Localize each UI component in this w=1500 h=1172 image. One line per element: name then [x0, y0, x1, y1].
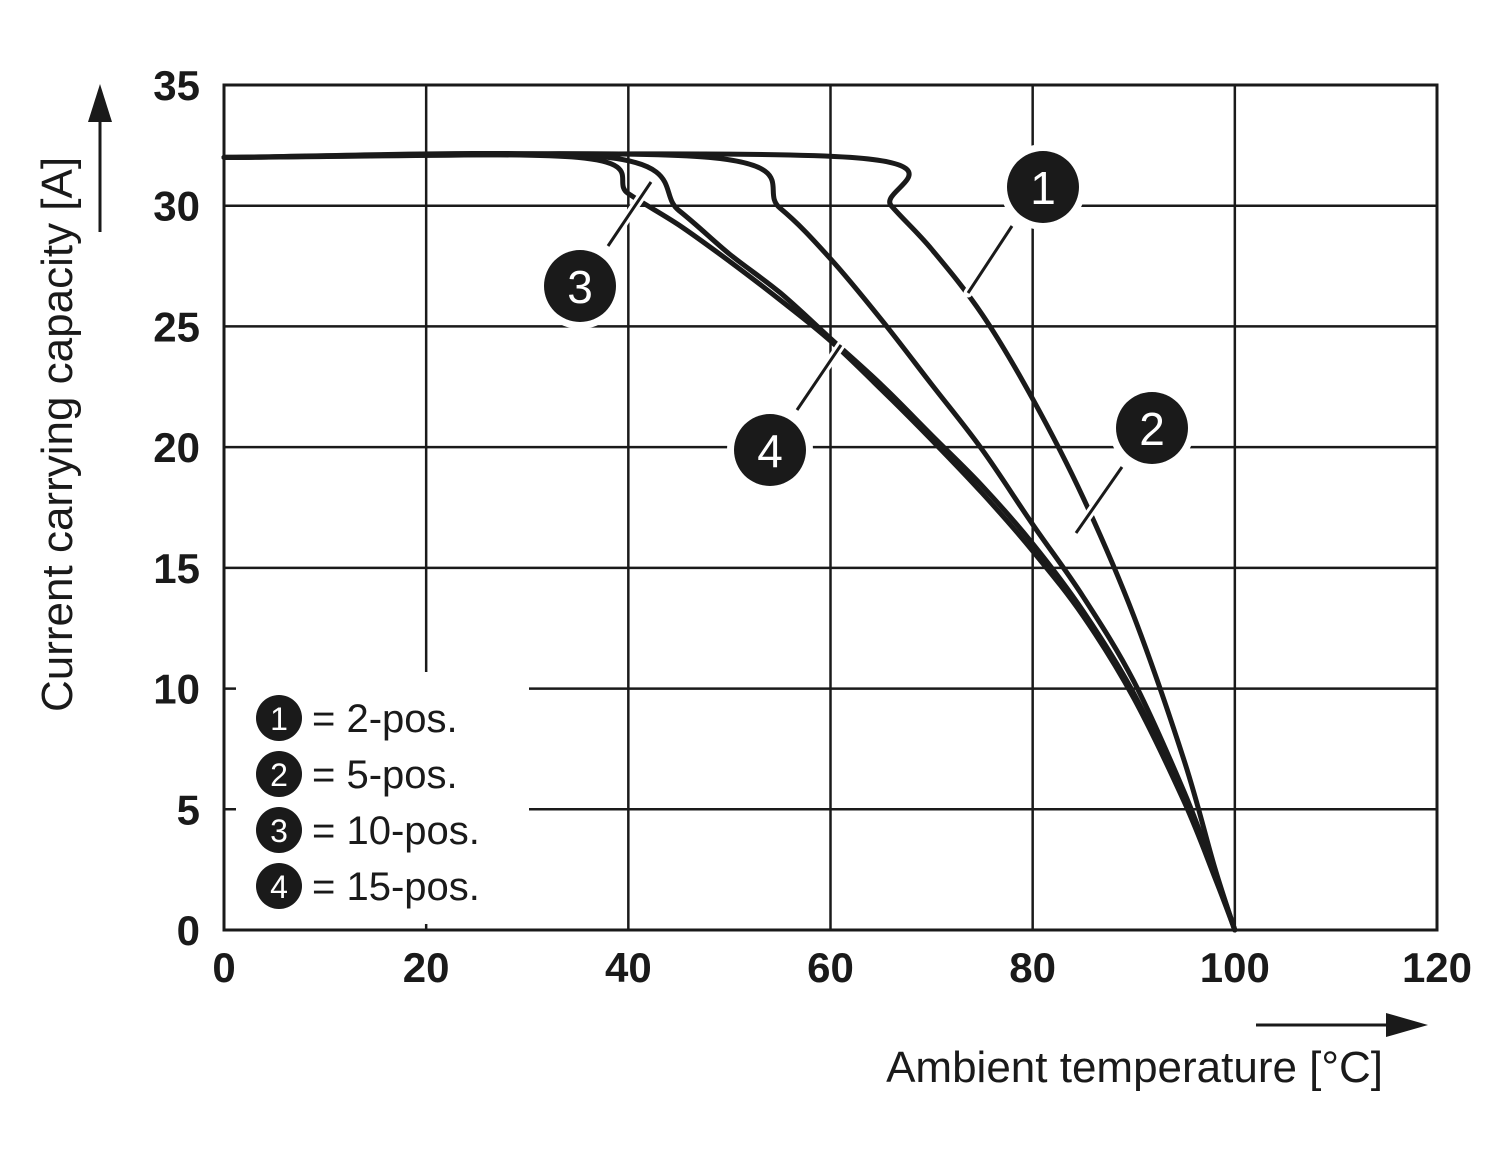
plot-frame	[222, 83, 1439, 932]
x-axis-arrow-head	[1386, 1013, 1428, 1037]
callout-number: 4	[757, 425, 783, 477]
legend-marker-number: 2	[270, 757, 288, 793]
y-tick-label: 35	[153, 62, 200, 109]
legend-marker-number: 3	[270, 813, 288, 849]
y-tick-label: 20	[153, 424, 200, 471]
callout-marker-3	[544, 250, 616, 322]
y-tick-label: 0	[177, 907, 200, 954]
x-tick-label: 100	[1200, 944, 1270, 991]
callout-marker-4	[734, 414, 806, 486]
y-tick-label: 25	[153, 303, 200, 350]
series-line-2	[221, 151, 1238, 933]
callout-leader-3	[606, 181, 653, 247]
y-axis-label-group: Current carrying capacity [A]	[33, 84, 112, 712]
callout-marker-1	[1007, 151, 1079, 223]
x-tick-label: 40	[605, 944, 652, 991]
legend-marker-number: 1	[270, 701, 288, 737]
x-tick-label: 60	[807, 944, 854, 991]
y-tick-label: 10	[153, 666, 200, 713]
legend-marker-2	[256, 751, 302, 797]
legend-entry-label: = 15-pos.	[312, 865, 480, 909]
curve-callouts: 1 2 3 4	[537, 144, 1195, 538]
legend-marker-number: 4	[270, 869, 288, 905]
x-tick-labels: 0 20 40 60 80 100 120	[212, 944, 1472, 991]
y-tick-label: 15	[153, 545, 200, 592]
y-tick-label: 30	[153, 183, 200, 230]
y-axis-arrow-head	[88, 84, 112, 122]
y-tick-label: 5	[177, 786, 200, 833]
callout-number: 3	[567, 261, 593, 313]
y-tick-labels: 0 5 10 15 20 25 30 35	[153, 62, 200, 954]
callout-number: 2	[1139, 403, 1165, 455]
y-axis-label: Current carrying capacity [A]	[33, 157, 82, 712]
x-tick-label: 0	[212, 944, 235, 991]
callout-leader-1	[966, 225, 1014, 294]
legend-entry-label: = 2-pos.	[312, 697, 458, 741]
legend-marker-1	[256, 695, 302, 741]
legend-entry-label: = 10-pos.	[312, 809, 480, 853]
legend-marker-4	[256, 863, 302, 909]
callout-leader-4	[795, 344, 843, 411]
x-tick-label: 120	[1402, 944, 1472, 991]
legend-entry-label: = 5-pos.	[312, 753, 458, 797]
curves	[221, 150, 1238, 933]
x-axis-label-group: Ambient temperature [°C]	[886, 1013, 1428, 1092]
callout-marker-2	[1116, 392, 1188, 464]
series-line-1	[221, 151, 1238, 933]
legend: 1 = 2-pos. 2 = 5-pos. 3 = 10-pos. 4 = 15-pos.	[236, 672, 529, 924]
x-axis-label: Ambient temperature [°C]	[886, 1043, 1383, 1092]
series-line-4	[221, 152, 1238, 933]
x-tick-label: 20	[403, 944, 450, 991]
x-tick-label: 80	[1009, 944, 1056, 991]
callout-number: 1	[1030, 162, 1056, 214]
legend-marker-3	[256, 807, 302, 853]
callout-leader-2	[1074, 466, 1124, 534]
